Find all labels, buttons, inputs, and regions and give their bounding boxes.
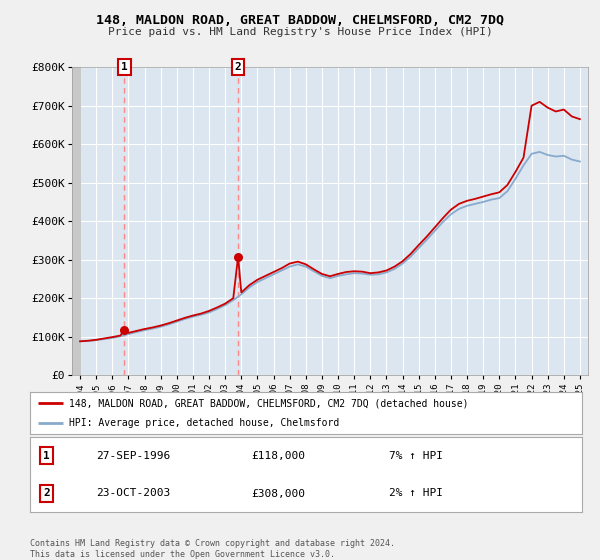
Text: 27-SEP-1996: 27-SEP-1996 bbox=[96, 451, 170, 461]
Text: 2% ↑ HPI: 2% ↑ HPI bbox=[389, 488, 443, 498]
Text: HPI: Average price, detached house, Chelmsford: HPI: Average price, detached house, Chel… bbox=[68, 418, 339, 428]
Point bbox=[233, 252, 243, 261]
Text: 148, MALDON ROAD, GREAT BADDOW, CHELMSFORD, CM2 7DQ (detached house): 148, MALDON ROAD, GREAT BADDOW, CHELMSFO… bbox=[68, 398, 468, 408]
Text: 23-OCT-2003: 23-OCT-2003 bbox=[96, 488, 170, 498]
Polygon shape bbox=[72, 67, 81, 375]
Text: 1: 1 bbox=[43, 451, 50, 461]
Text: Contains HM Land Registry data © Crown copyright and database right 2024.
This d: Contains HM Land Registry data © Crown c… bbox=[30, 539, 395, 559]
Text: 2: 2 bbox=[43, 488, 50, 498]
Text: Price paid vs. HM Land Registry's House Price Index (HPI): Price paid vs. HM Land Registry's House … bbox=[107, 27, 493, 37]
Text: 7% ↑ HPI: 7% ↑ HPI bbox=[389, 451, 443, 461]
Text: 148, MALDON ROAD, GREAT BADDOW, CHELMSFORD, CM2 7DQ: 148, MALDON ROAD, GREAT BADDOW, CHELMSFO… bbox=[96, 14, 504, 27]
Text: £308,000: £308,000 bbox=[251, 488, 305, 498]
Text: 1: 1 bbox=[121, 62, 128, 72]
Text: £118,000: £118,000 bbox=[251, 451, 305, 461]
Text: 2: 2 bbox=[235, 62, 241, 72]
Point bbox=[119, 325, 129, 334]
